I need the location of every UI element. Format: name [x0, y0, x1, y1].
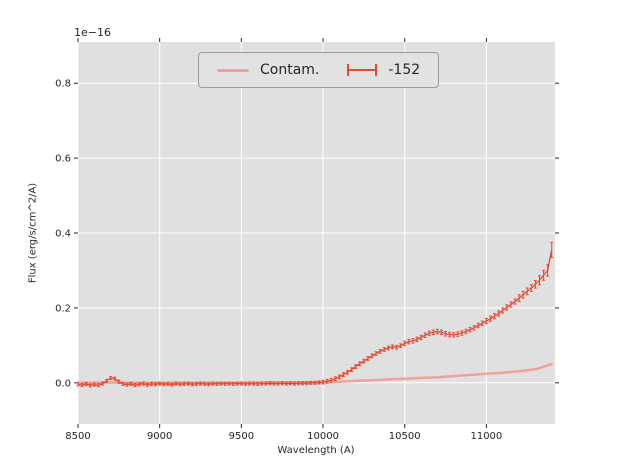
y-tick-label: 0.6 [55, 154, 71, 165]
x-tick-label: 10500 [389, 431, 421, 442]
legend-item-152: -152 [347, 62, 420, 78]
x-tick-label: 8500 [65, 431, 90, 442]
errorbar-swatch-icon [347, 63, 378, 77]
legend: Contam. -152 [198, 52, 440, 88]
legend-label-contam: Contam. [260, 62, 320, 78]
x-tick-label: 9000 [147, 431, 172, 442]
y-tick-label: 0.4 [55, 229, 71, 240]
x-axis-label: Wavelength (A) [277, 445, 355, 456]
legend-item-contam: Contam. [217, 62, 319, 78]
x-tick-label: 10000 [307, 431, 339, 442]
y-tick-label: 0.8 [55, 79, 71, 90]
spectrum-line [77, 249, 553, 387]
contam-line-swatch-icon [217, 68, 249, 72]
legend-label-152: -152 [388, 62, 421, 78]
y-axis-offset-text: 1e−16 [74, 26, 111, 39]
y-axis-label: Flux (erg/s/cm^2/A) [27, 182, 39, 284]
errorbar-line-icon [347, 69, 378, 71]
x-tick-label: 9500 [229, 431, 254, 442]
y-tick-label: 0.2 [55, 303, 71, 314]
x-tick-label: 11000 [470, 431, 502, 442]
errorbar-right-cap-icon [375, 64, 378, 76]
errorbar-left-cap-icon [347, 64, 350, 76]
y-tick-label: 0.0 [55, 378, 71, 389]
